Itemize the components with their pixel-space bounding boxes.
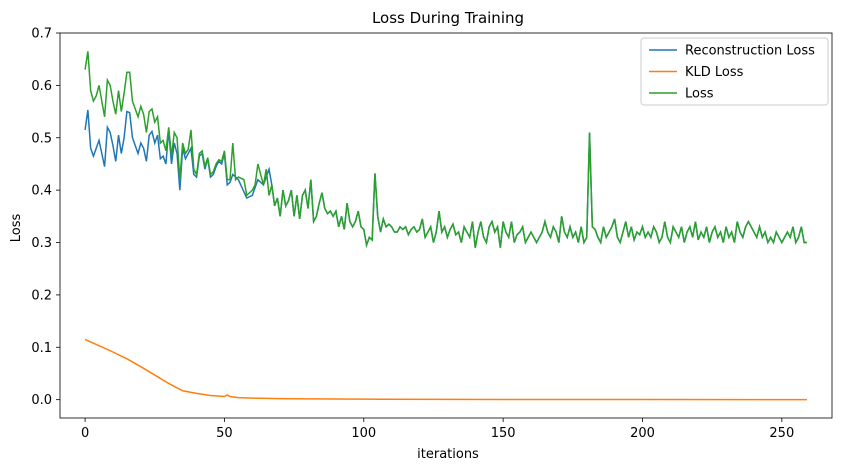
plot-frame	[59, 32, 833, 419]
axes: 0 50 100 150 200 250 0.0 0.1 0.2 0.3 0.4 0.5 0.6 0.7	[31, 27, 833, 441]
y-tick-label: 0.0	[31, 393, 52, 408]
x-tick-label: 150	[491, 426, 516, 441]
x-tick-label: 50	[216, 426, 233, 441]
x-axis-label: iterations	[417, 447, 479, 462]
x-tick-label: 250	[769, 426, 794, 441]
y-tick-label: 0.7	[31, 27, 52, 42]
plot-lines	[84, 51, 807, 401]
x-tick-label: 0	[81, 426, 89, 441]
y-axis-label: Loss	[9, 214, 24, 243]
y-tick-label: 0.6	[31, 79, 52, 94]
y-tick-label: 0.1	[31, 341, 52, 356]
x-tick-label: 100	[351, 426, 376, 441]
y-tick-label: 0.2	[31, 288, 52, 303]
y-tick-label: 0.5	[31, 131, 52, 146]
x-tick-label: 200	[630, 426, 655, 441]
series-line-kld-loss	[84, 338, 807, 401]
series-line-reconstruction-loss	[84, 109, 807, 249]
legend-entry: KLD Loss	[685, 65, 744, 80]
legend-entry: Reconstruction Loss	[685, 44, 815, 59]
chart-title: Loss During Training	[372, 9, 524, 27]
legend: Reconstruction Loss KLD Loss Loss	[640, 37, 829, 106]
legend-box	[640, 37, 829, 106]
legend-entry: Loss	[685, 87, 714, 102]
y-tick-label: 0.4	[31, 184, 52, 199]
series-line-loss	[84, 51, 807, 249]
y-tick-label: 0.3	[31, 236, 52, 251]
